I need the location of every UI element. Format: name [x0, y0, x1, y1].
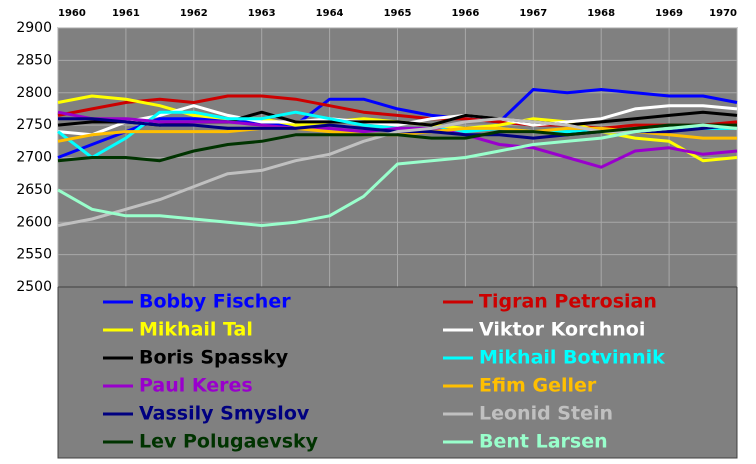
series-line	[57, 123, 737, 163]
series-line	[57, 117, 738, 227]
legend-label: Bent Larsen	[479, 431, 608, 453]
x-tick-label: 1965	[384, 8, 412, 19]
legend-label: Mikhail Botvinnik	[479, 347, 665, 369]
series-line	[57, 88, 738, 159]
legend-label: Lev Polugaevsky	[139, 431, 319, 453]
x-tick-label: 1964	[316, 8, 344, 19]
legend-label: Paul Keres	[139, 375, 253, 397]
series-line	[57, 123, 738, 227]
y-tick-label: 2850	[16, 52, 52, 68]
legend-label: Efim Geller	[479, 375, 597, 397]
legend-label: Viktor Korchnoi	[479, 319, 645, 341]
x-tick-label: 1967	[519, 8, 547, 19]
y-tick-label: 2650	[16, 182, 52, 198]
x-tick-label: 1968	[587, 8, 615, 19]
legend-label: Bobby Fischer	[139, 291, 291, 313]
x-tick-label: 1970	[709, 8, 737, 19]
y-tick-label: 2900	[16, 20, 52, 36]
x-tick-label: 1966	[451, 8, 479, 19]
y-tick-label: 2800	[16, 85, 52, 101]
y-tick-label: 2750	[16, 117, 52, 133]
y-tick-label: 2700	[16, 150, 52, 166]
y-tick-label: 2600	[16, 214, 52, 230]
legend-label: Boris Spassky	[139, 347, 289, 369]
x-tick-label: 1960	[58, 8, 86, 19]
x-tick-label: 1962	[180, 8, 208, 19]
x-tick-label: 1963	[248, 8, 276, 19]
y-tick-label: 2550	[16, 247, 52, 263]
x-tick-label: 1961	[112, 8, 140, 19]
x-tick-label: 1969	[655, 8, 683, 19]
legend-label: Tigran Petrosian	[479, 291, 657, 313]
legend-label: Leonid Stein	[479, 403, 613, 425]
legend-label: Mikhail Tal	[139, 319, 253, 341]
legend-label: Vassily Smyslov	[139, 403, 310, 425]
y-tick-label: 2500	[16, 279, 52, 295]
series-line	[57, 110, 738, 169]
series-line	[57, 94, 738, 130]
